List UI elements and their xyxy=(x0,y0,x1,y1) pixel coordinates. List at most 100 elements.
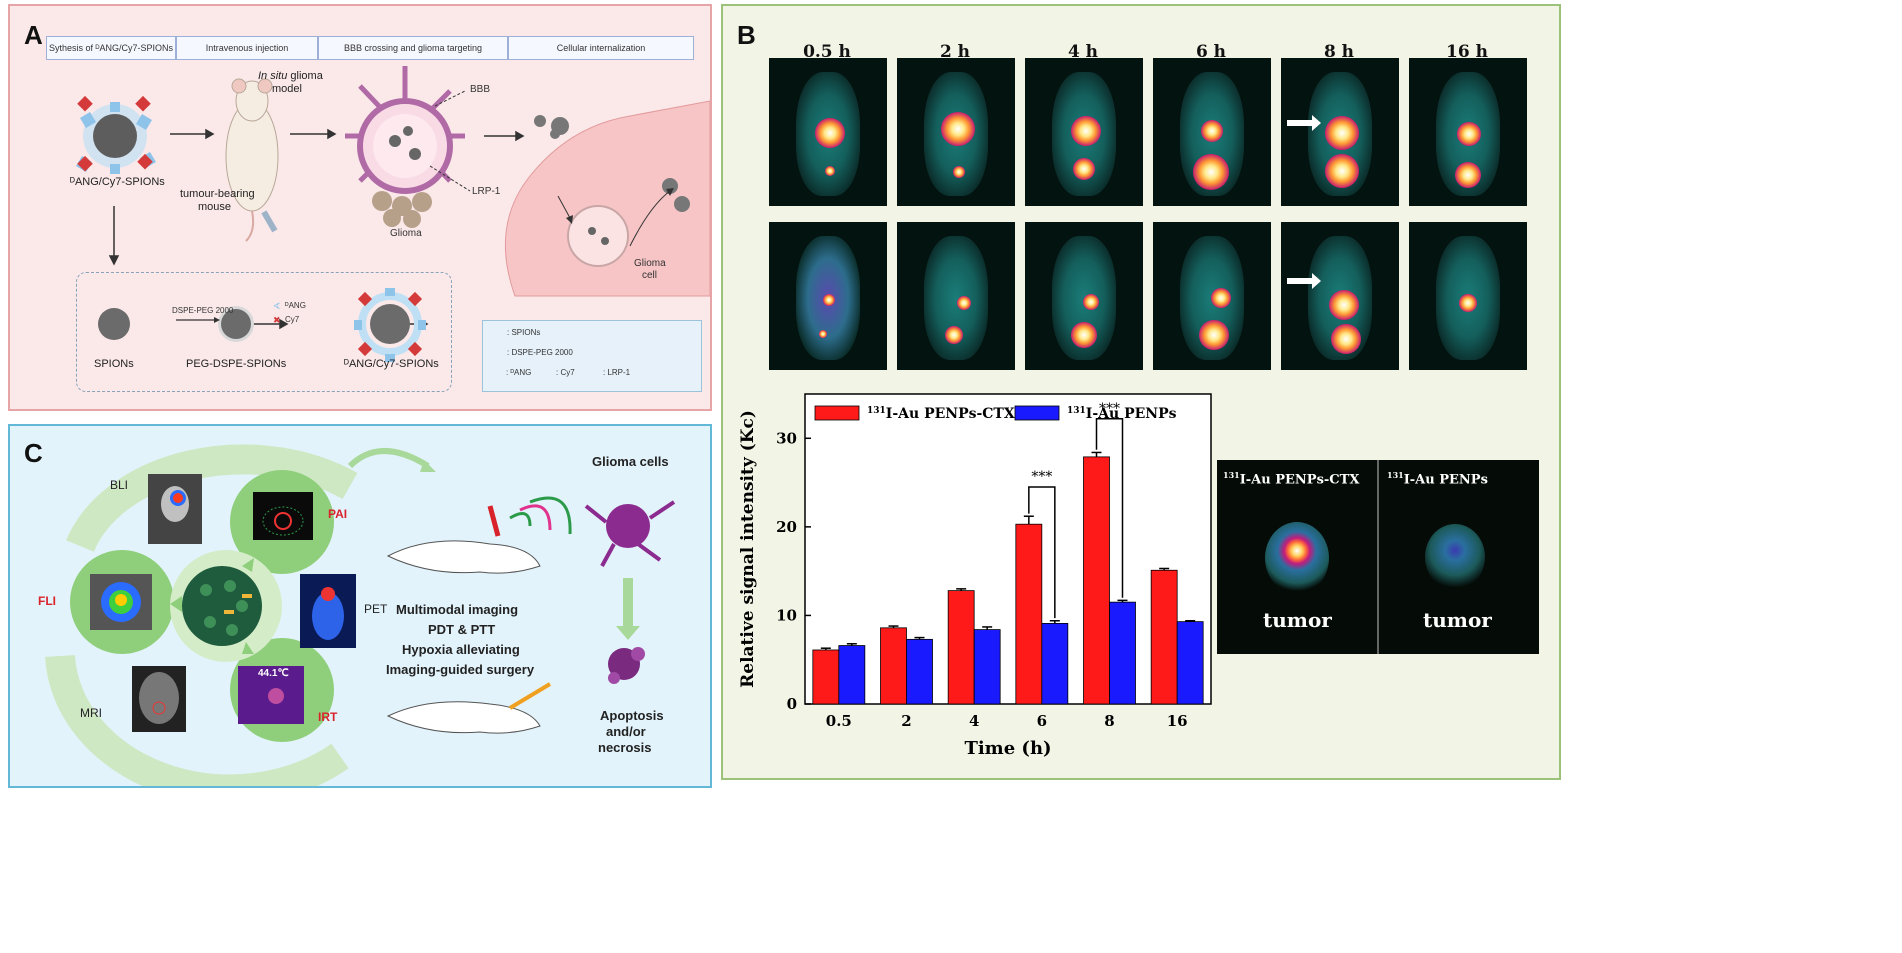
bar xyxy=(973,629,1001,705)
spect-image-plain-4h xyxy=(1025,222,1143,370)
bar xyxy=(1109,601,1136,705)
spect-image-ctx-6h xyxy=(1153,58,1271,206)
y-tick-label: 0 xyxy=(787,695,797,713)
spect-image-plain-16h xyxy=(1409,222,1527,370)
bar xyxy=(1150,569,1178,705)
x-axis-label: Time (h) xyxy=(964,738,1051,759)
lrp1-label: LRP-1 xyxy=(472,186,501,197)
bar xyxy=(880,627,907,705)
nanoparticle-label: ᴰANG/Cy7-SPIONs xyxy=(70,176,165,188)
feature-multimodal: Multimodal imaging xyxy=(396,602,519,617)
model-label: In situ glioma xyxy=(258,70,323,82)
legend-box xyxy=(482,320,702,392)
bar xyxy=(1015,523,1043,705)
glioma-cell-illustration xyxy=(504,100,710,297)
irt-label: IRT xyxy=(318,710,338,724)
time-label-16h: 16 h xyxy=(1446,42,1488,62)
legend-lrp1: : LRP-1 xyxy=(603,368,631,377)
step-internalization: Cellular internalization xyxy=(508,36,694,60)
fli-label: FLI xyxy=(38,594,56,608)
svg-text:✖: ✖ xyxy=(273,315,281,325)
apoptosis-cell-icon xyxy=(608,647,645,684)
panel-a-label: A xyxy=(24,20,43,50)
step-synthesis: Sythesis of ᴰANG/Cy7-SPIONs xyxy=(46,36,176,60)
tumor-hotspot-plain xyxy=(1425,524,1485,590)
x-tick-label: 6 xyxy=(1037,712,1047,730)
dang-arrow-label: ᴰANG xyxy=(285,301,306,310)
glioma-label: Glioma xyxy=(390,228,422,239)
time-label-4h: 4 h xyxy=(1067,42,1099,62)
bbb-label: BBB xyxy=(470,84,491,95)
panel-a-illustration: ∢ ✖ † ∢ ✖ xyxy=(76,66,710,378)
model-label-line2: model xyxy=(272,83,302,95)
inset-tumor-label-ctx: tumor xyxy=(1263,608,1332,632)
inset-title-plain: 131I-Au PENPs xyxy=(1387,470,1488,488)
legend-swatch xyxy=(814,405,860,421)
panel-c-illustration xyxy=(45,444,676,786)
bar xyxy=(1083,456,1110,705)
apoptosis-label-3: necrosis xyxy=(598,740,652,755)
pet-label: PET xyxy=(364,602,388,616)
bbb-vessel-illustration xyxy=(345,66,471,228)
significance-bracket xyxy=(1028,486,1056,619)
spect-image-plain-0-5h xyxy=(769,222,887,370)
dang-cy7-spion-icon xyxy=(76,95,156,174)
signal-intensity-chart: 0 10 20 30 0.5 2 4 6 8 16 *** *** Time (h) Relative s… xyxy=(738,393,1212,759)
mouse-label-line2: mouse xyxy=(198,201,232,213)
x-tick-label: 8 xyxy=(1104,712,1114,730)
x-tick-label: 2 xyxy=(901,712,911,730)
synthesis-box xyxy=(76,272,452,392)
plot-frame xyxy=(804,393,1212,705)
mri-label: MRI xyxy=(80,706,102,720)
glioma-cells-label: Glioma cells xyxy=(592,454,669,469)
feature-surgery: Imaging-guided surgery xyxy=(386,662,535,677)
tumor-inset: 131I-Au PENPs-CTX 131I-Au PENPs tumor tu… xyxy=(1217,460,1539,654)
step-injection: Intravenous injection xyxy=(176,36,318,60)
spect-image-plain-8h xyxy=(1281,222,1399,370)
pai-label: PAI xyxy=(328,507,348,521)
inset-tumor-label-plain: tumor xyxy=(1423,608,1492,632)
spect-image-ctx-0-5h xyxy=(769,58,887,206)
spect-image-plain-6h xyxy=(1153,222,1271,370)
spions-label: SPIONs xyxy=(94,358,134,370)
y-tick-label: 10 xyxy=(776,606,797,624)
legend-cy7: : Cy7 xyxy=(556,368,575,377)
y-tick-label: 20 xyxy=(776,518,797,536)
cy7-arrow-label: Cy7 xyxy=(285,315,300,324)
bar xyxy=(812,649,840,705)
apoptosis-label-1: Apoptosis xyxy=(600,708,664,723)
x-tick-label: 16 xyxy=(1167,712,1188,730)
time-label-8h: 8 h xyxy=(1323,42,1355,62)
mouse-label: tumour-bearing xyxy=(180,188,255,200)
feature-hypoxia: Hypoxia alleviating xyxy=(402,642,520,657)
spect-image-plain-2h xyxy=(897,222,1015,370)
significance-bracket xyxy=(1095,418,1124,598)
time-label-0-5h: 0.5 h xyxy=(803,42,851,62)
panel-b: B 0.5 h 2 h 4 h 6 h 8 h 16 h 0 10 20 30 0.5 2… xyxy=(721,4,1561,780)
glioma-cell-label-line2: cell xyxy=(642,270,658,281)
bar xyxy=(838,645,866,705)
bar xyxy=(1176,621,1204,705)
significance-label: *** xyxy=(1099,401,1120,417)
legend-label: 131I-Au PENPs xyxy=(1067,406,1177,422)
svg-text:∢: ∢ xyxy=(273,301,281,311)
tumor-arrow-icon-2 xyxy=(1287,273,1321,289)
peg-dspe-spions-label: PEG-DSPE-SPIONs xyxy=(186,358,287,370)
panel-b-label: B xyxy=(737,20,756,50)
time-label-6h: 6 h xyxy=(1195,42,1227,62)
inset-divider xyxy=(1377,460,1379,654)
legend-label: 131I-Au PENPs-CTX xyxy=(867,406,1015,422)
spect-image-ctx-16h xyxy=(1409,58,1527,206)
step-bbb-crossing: BBB crossing and glioma targeting xyxy=(318,36,508,60)
panel-c-label: C xyxy=(24,438,43,468)
legend-dspe: : DSPE-PEG 2000 xyxy=(507,348,573,357)
final-spions-label: ᴰANG/Cy7-SPIONs xyxy=(344,358,439,370)
tumor-arrow-icon xyxy=(1287,115,1321,131)
spect-image-ctx-2h xyxy=(897,58,1015,206)
tumor-hotspot-ctx xyxy=(1265,522,1329,594)
legend-swatch xyxy=(1014,405,1060,421)
y-axis-label: Relative signal intensity (Kc) xyxy=(738,410,758,688)
apoptosis-label-2: and/or xyxy=(606,724,646,739)
y-tick-label: 30 xyxy=(776,429,797,447)
glioma-cell-label: Glioma xyxy=(634,258,666,269)
